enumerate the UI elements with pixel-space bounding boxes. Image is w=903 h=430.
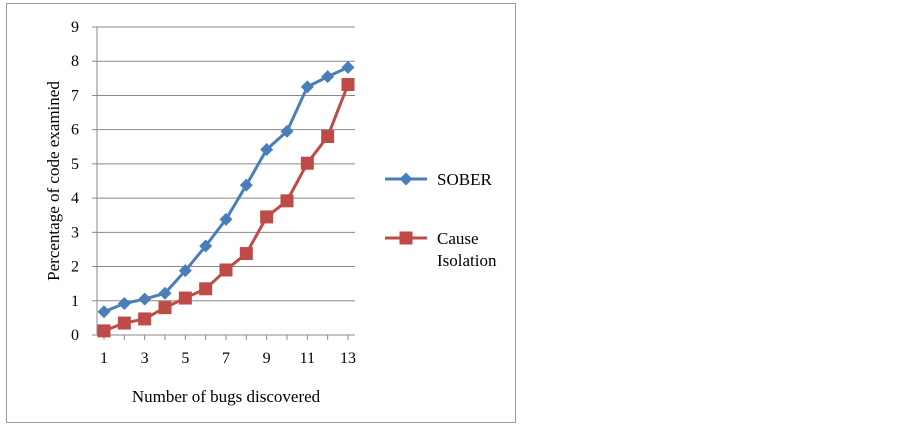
y-tick-label: 7 [71, 87, 79, 104]
y-axis-label: Percentage of code examined [44, 81, 63, 281]
data-point [239, 247, 253, 261]
data-point [219, 263, 233, 277]
x-tick-label: 3 [141, 350, 149, 367]
gridlines [97, 26, 355, 302]
data-point [300, 80, 314, 94]
legend-label: SOBER [437, 170, 492, 189]
data-point [97, 305, 111, 319]
data-point [178, 291, 192, 305]
legend-item: Cause Isolation [385, 229, 497, 270]
data-point [158, 286, 172, 300]
y-tick-label: 2 [71, 259, 79, 276]
data-point [178, 264, 192, 278]
legend-label: Cause [437, 229, 479, 248]
legend: SOBER Cause Isolation [385, 170, 497, 270]
data-point [280, 124, 294, 138]
series-layer [97, 60, 355, 338]
y-tick-label: 9 [71, 19, 79, 36]
x-tick-label: 5 [181, 350, 189, 367]
x-tick-label: 9 [263, 350, 271, 367]
series-sober [97, 60, 355, 319]
y-tick-label: 3 [71, 224, 79, 241]
y-tick-label: 0 [71, 327, 79, 344]
y-tick-labels: 0 1 2 3 4 5 6 7 8 9 [71, 19, 79, 344]
data-point [239, 178, 253, 192]
data-point [321, 130, 335, 144]
data-point [138, 292, 152, 306]
y-tick-label: 8 [71, 53, 79, 70]
data-point [158, 301, 172, 315]
x-tick-label: 13 [340, 350, 356, 367]
x-tick-label: 7 [222, 350, 230, 367]
data-point [300, 156, 314, 170]
data-point [138, 312, 152, 326]
data-point [321, 70, 335, 84]
series-line [103, 83, 350, 333]
legend-item: SOBER [385, 170, 492, 189]
legend-marker [399, 231, 413, 245]
y-tick-label: 6 [71, 122, 79, 139]
data-point [117, 297, 131, 311]
data-point [341, 60, 355, 74]
y-tick-label: 4 [71, 190, 79, 207]
x-tick-labels: 1 3 5 7 9 11 13 [100, 350, 356, 367]
data-point [199, 239, 213, 253]
legend-label: Isolation [437, 251, 497, 270]
axes [92, 26, 355, 340]
y-tick-label: 1 [71, 293, 79, 310]
data-point [260, 210, 274, 224]
data-point [117, 316, 131, 330]
x-tick-label: 11 [300, 350, 315, 367]
data-point [199, 282, 213, 296]
series-cause-isolation [97, 77, 355, 338]
y-tick-label: 5 [71, 156, 79, 173]
legend-marker [399, 172, 413, 186]
data-point [97, 324, 111, 338]
x-axis-label: Number of bugs discovered [132, 387, 321, 406]
data-point [219, 212, 233, 226]
x-tick-label: 1 [100, 350, 108, 367]
data-point [280, 194, 294, 208]
data-point [260, 143, 274, 157]
data-point [341, 77, 355, 91]
